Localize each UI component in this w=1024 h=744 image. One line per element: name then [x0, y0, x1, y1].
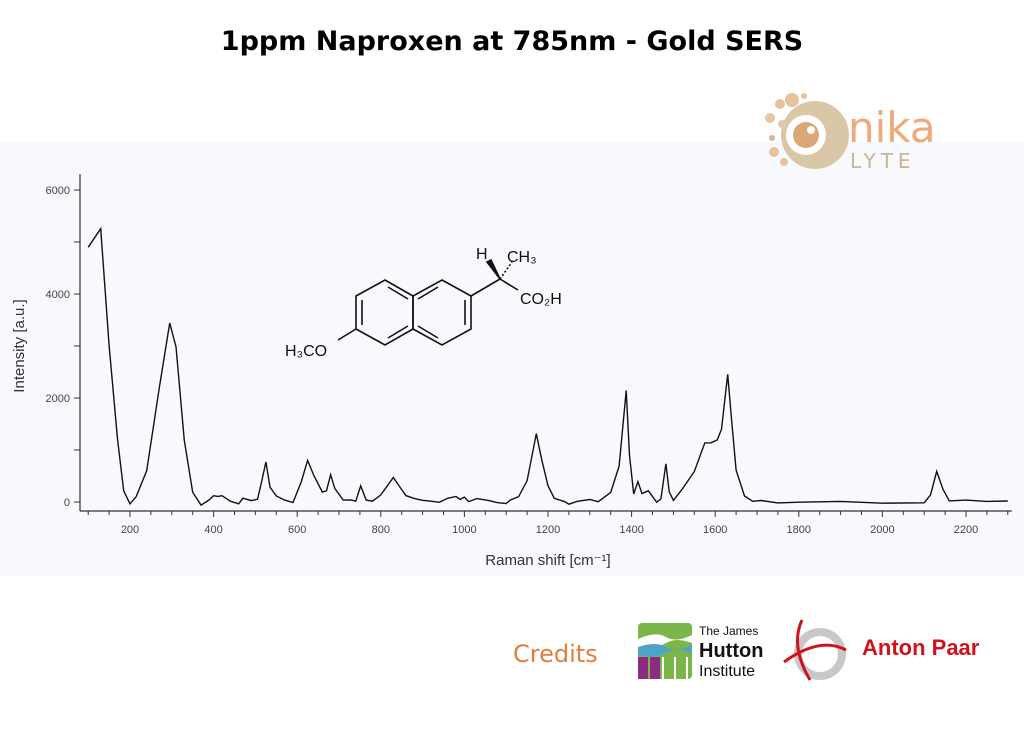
anton-paar-logo: Anton Paar [783, 619, 980, 681]
y-tick-label: 4000 [46, 289, 70, 301]
structure-label-h: H [476, 246, 488, 263]
x-tick-label: 1600 [703, 524, 727, 536]
structure-label-h3co: H₃CO [285, 343, 327, 360]
x-tick-label: 1400 [619, 524, 643, 536]
x-tick-label: 400 [204, 524, 222, 536]
x-tick-label: 1800 [787, 524, 811, 536]
hutton-line2: Hutton [699, 640, 763, 662]
spectrum-line [87, 226, 1008, 507]
y-axis-label: Intensity [a.u.] [11, 299, 28, 392]
y-tick-label: 6000 [46, 185, 70, 197]
x-tick-label: 600 [288, 524, 306, 536]
x-tick-label: 1000 [452, 524, 476, 536]
hutton-line3: Institute [699, 663, 755, 680]
x-tick-label: 1200 [536, 524, 560, 536]
chart-background [0, 142, 1024, 576]
page-title: 1ppm Naproxen at 785nm - Gold SERS [220, 26, 804, 57]
y-tick-label: 2000 [46, 393, 70, 405]
anton-paar-text: Anton Paar [862, 635, 980, 660]
x-tick-label: 2000 [870, 524, 894, 536]
structure-label-co2h: CO₂H [520, 291, 562, 308]
x-axis-label: Raman shift [cm⁻¹] [485, 552, 610, 569]
x-tick-label: 800 [372, 524, 390, 536]
x-tick-label: 2200 [954, 524, 978, 536]
credits-label: Credits [513, 640, 598, 668]
structure-label-ch3: CH₃ [507, 249, 537, 266]
x-tick-label: 200 [121, 524, 139, 536]
naproxen-structure [337, 258, 519, 346]
nikalyte-logo: nika LYTE [765, 93, 936, 173]
nikalyte-word: nika [848, 103, 936, 152]
y-tick-label: 0 [64, 497, 70, 509]
hutton-line1: The James [699, 624, 758, 638]
nikalyte-sub: LYTE [850, 149, 916, 173]
james-hutton-institute-logo: The James Hutton Institute [638, 623, 763, 680]
raman-spectrum-chart: 200 400 600 800 1000 1200 1400 1600 1800 2000 2200… [11, 174, 1012, 569]
axes: 200 400 600 800 1000 1200 1400 1600 1800 2000 2200… [46, 174, 1012, 536]
